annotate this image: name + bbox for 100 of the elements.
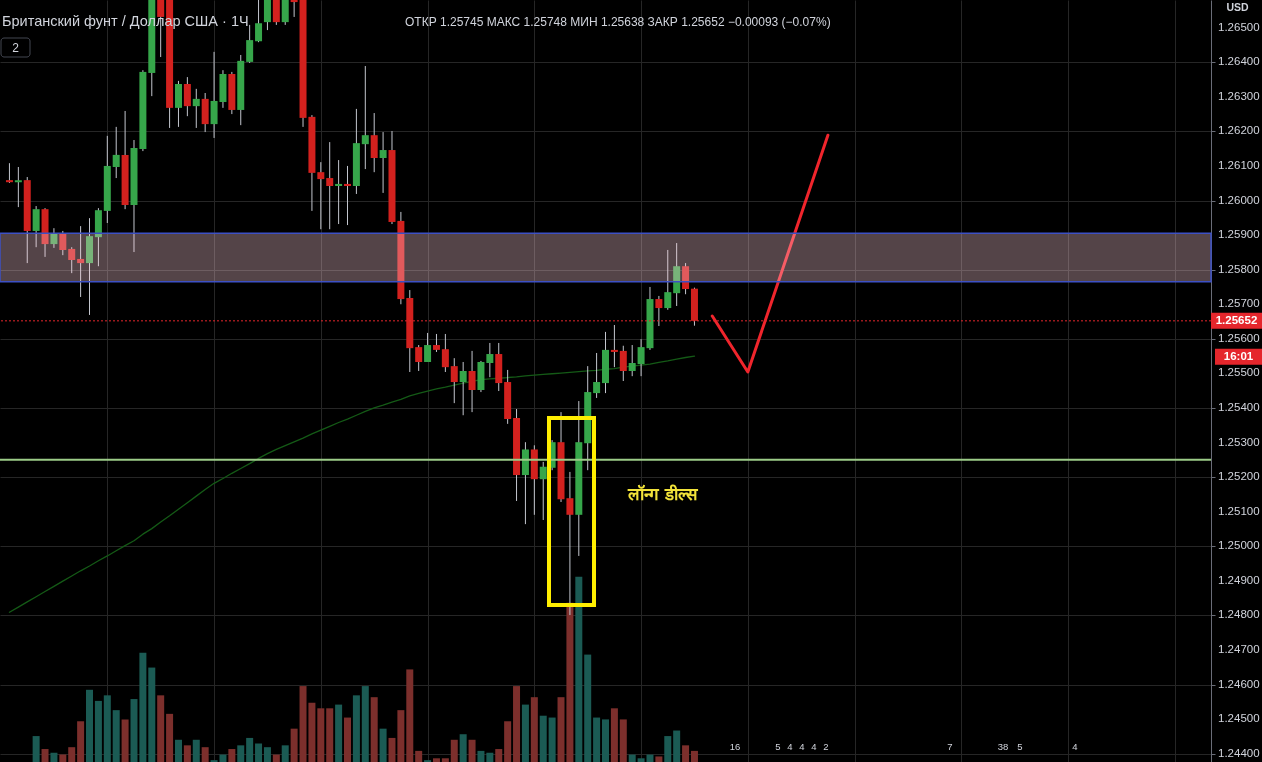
bar [201,747,209,762]
bar [237,745,245,762]
annotation: 5 [775,741,781,752]
y-tick-label: 1.25300 [1218,435,1260,448]
candlestick [290,0,298,18]
candlestick [486,342,494,378]
candlestick [539,461,547,521]
candlestick [370,112,378,173]
candlestick [263,0,271,31]
y-tick-label: 1.25400 [1218,400,1260,413]
annotation: 16 [729,741,741,752]
candlestick [246,24,254,64]
bar [361,686,369,762]
candlestick [317,161,325,230]
bar [602,719,609,762]
candlestick [326,141,334,230]
bar [290,728,298,762]
annotation: 5 [1017,741,1023,752]
y-tick-label: 1.25800 [1218,262,1260,275]
y-tick-label: 1.25100 [1218,504,1260,517]
bar [415,750,423,762]
candlestick [5,162,13,184]
bar [86,689,94,762]
bar [441,758,449,762]
candlestick [77,225,85,298]
candlestick [59,230,67,256]
bar [593,717,601,762]
bar [121,719,129,762]
bar [174,739,182,762]
bar [530,697,538,762]
candlestick [415,344,423,372]
bar [139,652,147,762]
bar [255,743,263,762]
bar [192,739,200,762]
y-tick-label: 1.24400 [1218,746,1260,759]
bar [335,704,343,762]
ref-line-label: 1.25652 [1215,313,1258,326]
bar [628,754,636,762]
bar [246,737,254,762]
bar [539,715,547,762]
candlestick [459,361,467,416]
candlestick [344,165,352,226]
candlestick [50,227,58,249]
bar [68,747,76,762]
bar [495,749,503,762]
candlestick [610,324,618,368]
candlestick [335,159,343,225]
bar [50,752,58,762]
y-tick-label: 1.25000 [1218,539,1260,552]
bar [610,708,618,762]
bar [344,717,352,762]
bar [388,737,396,762]
bar [32,736,40,762]
candlestick [619,345,627,382]
bar [459,734,467,762]
bar [130,699,138,762]
bar [94,700,102,762]
candlestick [183,76,191,117]
y-axis-title: USD [1226,0,1249,13]
candlestick [468,350,476,413]
bar [406,669,414,762]
bar [673,730,681,762]
bar [584,654,592,762]
y-tick-label: 1.25600 [1218,331,1260,344]
annotation: 2 [823,741,829,752]
candlestick [272,0,280,26]
y-tick-label: 1.26100 [1218,158,1260,171]
annotation: 4 [1072,741,1078,752]
annotation: 4 [799,741,805,752]
y-tick-label: 1.24500 [1218,712,1260,725]
bar [263,747,271,762]
annotation: लॉन्ग डील्स [627,484,699,504]
annotation: 38 [997,741,1009,752]
y-tick-label: 1.24600 [1218,677,1260,690]
bar [157,695,165,762]
candlestick [593,352,601,399]
candlestick [14,166,22,208]
candlestick [68,246,76,274]
candlestick [281,0,289,26]
y-tick-label: 1.26500 [1218,20,1260,33]
annotation: 7 [947,741,953,752]
y-tick-label: 1.26200 [1218,124,1260,137]
bar [370,697,378,762]
candlestick [361,65,369,170]
bar [655,756,663,762]
y-tick-label: 1.24900 [1218,573,1260,586]
y-tick-label: 1.25900 [1218,228,1260,241]
bar [486,752,494,762]
annotation: 4 [787,741,793,752]
y-tick-label: 1.26000 [1218,193,1260,206]
candlestick [32,205,40,248]
candlestick [655,295,663,327]
y-tick-label: 1.26400 [1218,55,1260,68]
bar [41,749,49,762]
annotation: 2 [12,41,20,55]
bar [326,708,334,762]
bar [513,686,521,762]
bar [450,739,458,762]
bar [281,745,289,762]
candlestick [424,332,432,363]
